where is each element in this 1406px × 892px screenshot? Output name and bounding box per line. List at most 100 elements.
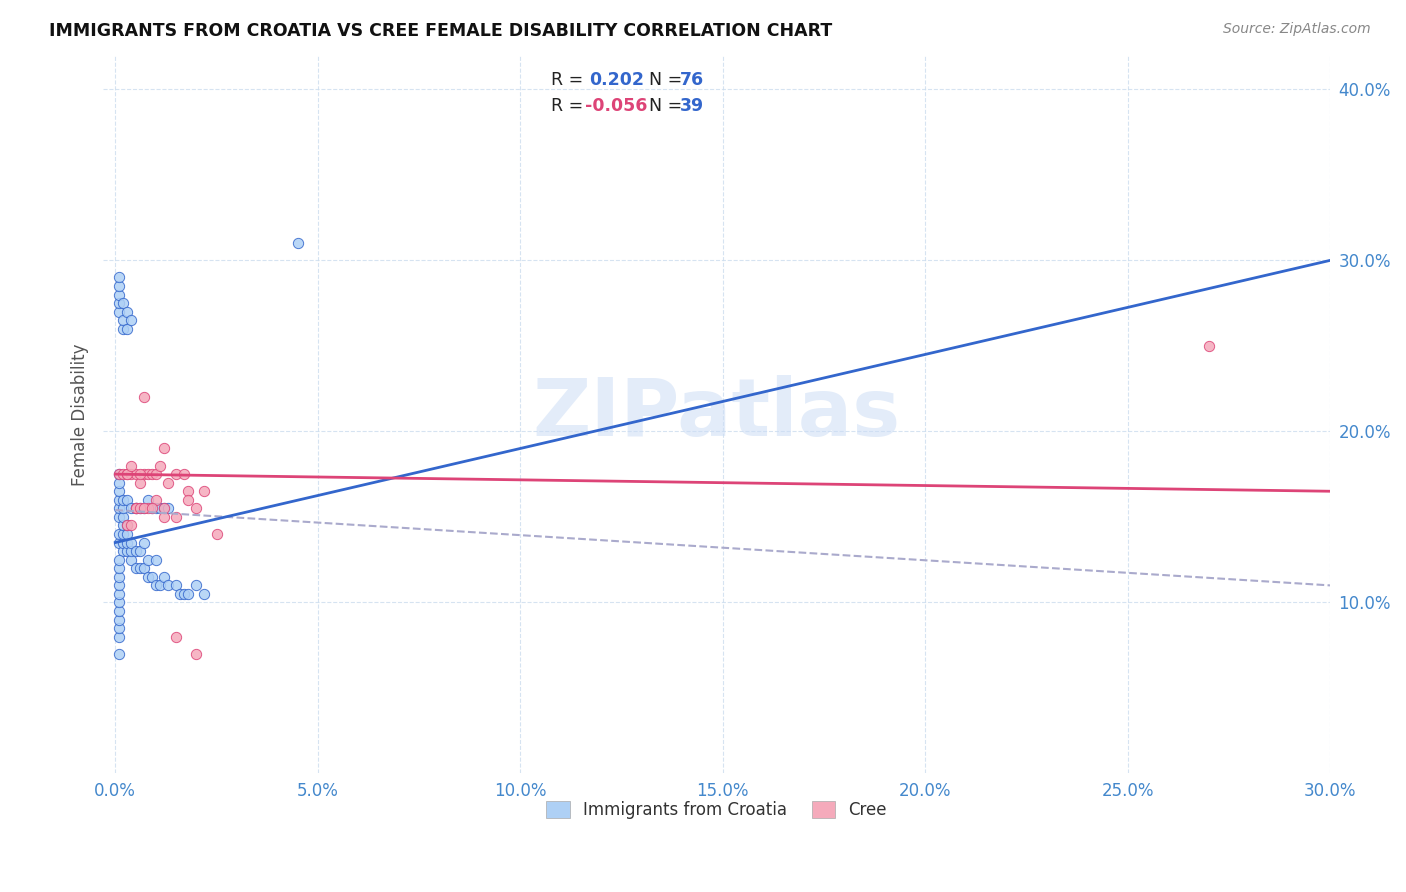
Point xyxy=(128,501,150,516)
Point xyxy=(287,236,309,251)
Point xyxy=(108,604,131,618)
Point xyxy=(186,578,208,592)
Point xyxy=(108,304,131,318)
Point xyxy=(136,501,159,516)
Point xyxy=(108,484,131,499)
Point xyxy=(108,492,131,507)
Point xyxy=(165,467,187,482)
Point xyxy=(186,501,208,516)
Text: ZIPatlas: ZIPatlas xyxy=(533,376,901,453)
Point xyxy=(124,561,146,575)
Point xyxy=(132,561,155,575)
Point xyxy=(156,501,179,516)
Point xyxy=(169,587,191,601)
Point xyxy=(112,296,135,310)
Point xyxy=(136,552,159,566)
Point xyxy=(173,467,195,482)
Point xyxy=(141,501,163,516)
Point xyxy=(108,501,131,516)
Point xyxy=(121,535,143,549)
Point xyxy=(153,570,176,584)
Point xyxy=(128,475,150,490)
Point xyxy=(121,518,143,533)
Point xyxy=(108,287,131,301)
Point xyxy=(153,501,176,516)
Point xyxy=(108,552,131,566)
Point xyxy=(145,501,167,516)
Point xyxy=(193,484,215,499)
Point xyxy=(112,518,135,533)
Point xyxy=(128,561,150,575)
Point xyxy=(108,475,131,490)
Point xyxy=(136,467,159,482)
Point xyxy=(117,467,139,482)
Point xyxy=(112,492,135,507)
Text: R =: R = xyxy=(551,71,583,89)
Point xyxy=(108,467,131,482)
Legend: Immigrants from Croatia, Cree: Immigrants from Croatia, Cree xyxy=(540,795,894,826)
Point xyxy=(136,570,159,584)
Point xyxy=(117,518,139,533)
Point xyxy=(117,467,139,482)
Text: Source: ZipAtlas.com: Source: ZipAtlas.com xyxy=(1223,22,1371,37)
Point xyxy=(112,322,135,336)
Point xyxy=(121,467,143,482)
Point xyxy=(128,544,150,558)
Point xyxy=(165,509,187,524)
Point xyxy=(132,535,155,549)
Point xyxy=(145,578,167,592)
Point xyxy=(112,527,135,541)
Point xyxy=(153,501,176,516)
Point xyxy=(124,467,146,482)
Text: IMMIGRANTS FROM CROATIA VS CREE FEMALE DISABILITY CORRELATION CHART: IMMIGRANTS FROM CROATIA VS CREE FEMALE D… xyxy=(49,22,832,40)
Point xyxy=(112,535,135,549)
Point xyxy=(145,552,167,566)
Point xyxy=(153,442,176,456)
Point xyxy=(165,630,187,644)
Point xyxy=(136,492,159,507)
Point xyxy=(121,313,143,327)
Point xyxy=(121,544,143,558)
Point xyxy=(141,570,163,584)
Text: 39: 39 xyxy=(681,97,704,115)
Text: N =: N = xyxy=(650,97,682,115)
Point xyxy=(177,484,200,499)
Point xyxy=(124,501,146,516)
Point xyxy=(177,492,200,507)
Point xyxy=(1198,339,1220,353)
Point xyxy=(108,613,131,627)
Point xyxy=(193,587,215,601)
Point xyxy=(132,390,155,404)
Point xyxy=(124,501,146,516)
Point xyxy=(149,501,172,516)
Point xyxy=(128,467,150,482)
Point xyxy=(108,578,131,592)
Point xyxy=(173,587,195,601)
Point xyxy=(117,535,139,549)
Point xyxy=(124,501,146,516)
Point xyxy=(186,647,208,661)
Point xyxy=(124,544,146,558)
Point xyxy=(117,322,139,336)
Text: 0.202: 0.202 xyxy=(589,71,644,89)
Point xyxy=(108,270,131,285)
Point xyxy=(108,527,131,541)
Point xyxy=(124,501,146,516)
Point xyxy=(108,561,131,575)
Point xyxy=(108,509,131,524)
Point xyxy=(156,475,179,490)
Point xyxy=(121,552,143,566)
Point xyxy=(108,587,131,601)
Point xyxy=(153,509,176,524)
Point xyxy=(145,467,167,482)
Point xyxy=(108,621,131,635)
Point xyxy=(156,578,179,592)
Point xyxy=(141,467,163,482)
Point xyxy=(117,527,139,541)
Text: R =: R = xyxy=(551,97,583,115)
Point xyxy=(145,492,167,507)
Point xyxy=(112,509,135,524)
Point xyxy=(108,630,131,644)
Point xyxy=(128,501,150,516)
Point xyxy=(121,501,143,516)
